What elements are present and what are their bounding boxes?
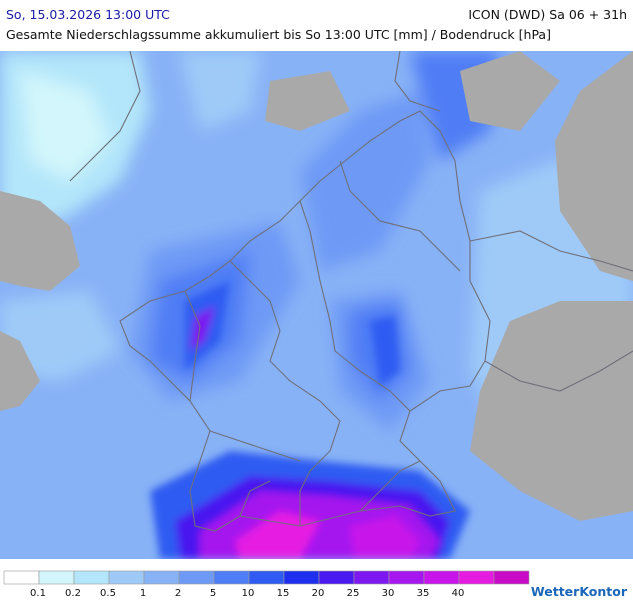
legend-label: 1 (140, 588, 146, 599)
legend-swatch (38, 570, 75, 585)
legend-swatch (353, 570, 390, 585)
wetterkontor-logo[interactable]: WetterKontor (530, 584, 627, 599)
country-borders (69, 51, 633, 532)
legend-swatch (213, 570, 250, 585)
legend-swatch (73, 570, 110, 585)
legend-swatch (458, 570, 495, 585)
legend-swatch (108, 570, 145, 585)
legend-label: 0.1 (30, 588, 46, 599)
legend-label: 15 (277, 588, 290, 599)
legend-swatch (423, 570, 460, 585)
legend-labels: 0.1 0.2 0.5 1 2 5 10 15 20 25 30 35 40 (30, 588, 464, 599)
legend-label: 0.2 (65, 588, 81, 599)
legend-swatch (283, 570, 320, 585)
precip-legend: 0.1 0.2 0.5 1 2 5 10 15 20 25 30 35 40 (3, 570, 530, 599)
legend-label: 10 (242, 588, 255, 599)
legend-label: 2 (175, 588, 181, 599)
forecast-datetime: So, 15.03.2026 13:00 UTC (6, 7, 170, 22)
legend-label: 5 (210, 588, 216, 599)
no-data-land (0, 51, 633, 521)
legend-swatch (143, 570, 180, 585)
legend-swatch (248, 570, 285, 585)
map-subtitle: Gesamte Niederschlagssumme akkumuliert b… (6, 27, 551, 42)
legend-swatch (388, 570, 425, 585)
legend-label: 35 (417, 588, 430, 599)
legend-label: 0.5 (100, 588, 116, 599)
legend-label: 20 (312, 588, 325, 599)
legend-label: 30 (382, 588, 395, 599)
legend-swatch (178, 570, 215, 585)
legend-swatches (3, 570, 530, 585)
legend-swatch (493, 570, 530, 585)
legend-swatch (3, 570, 40, 585)
model-run-label: ICON (DWD) Sa 06 + 31h (468, 7, 627, 22)
legend-swatch (318, 570, 355, 585)
legend-label: 25 (347, 588, 360, 599)
legend-label: 40 (452, 588, 465, 599)
precipitation-map (0, 51, 633, 559)
